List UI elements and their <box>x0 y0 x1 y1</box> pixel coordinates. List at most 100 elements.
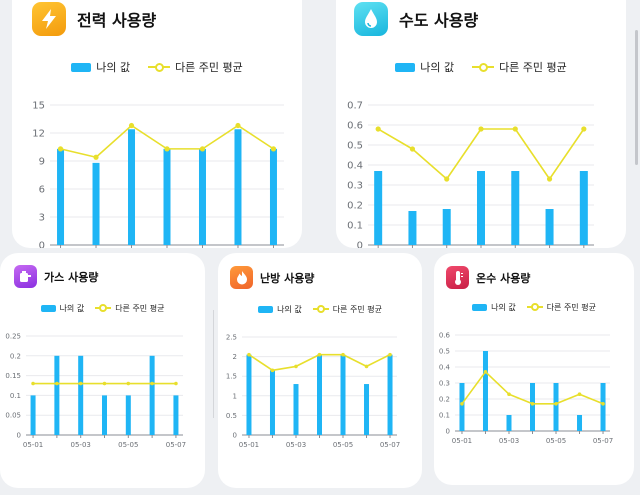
gas-chart-legend: 나의 값 다른 주민 평균 <box>0 301 205 315</box>
x-tick-label: 05-01 <box>239 441 259 449</box>
bar-my-usage <box>577 415 583 431</box>
legend-mine-swatch <box>258 305 274 313</box>
bar-my-usage <box>125 395 131 435</box>
y-tick-label: 2 <box>233 353 237 361</box>
point-neighbor-average <box>507 392 511 396</box>
point-neighbor-average <box>93 154 99 160</box>
hotwater-card-title: 온수 사용량 <box>476 271 531 285</box>
y-tick-label: 1 <box>233 392 237 400</box>
point-neighbor-average <box>577 392 582 396</box>
bar-my-usage <box>553 383 559 431</box>
x-tick-label: 05-01 <box>23 441 43 449</box>
point-neighbor-average <box>235 122 241 129</box>
y-tick-label: 15 <box>32 101 45 112</box>
legend-avg-swatch <box>312 305 329 313</box>
point-neighbor-average <box>444 176 450 182</box>
y-tick-label: 0.5 <box>226 412 237 420</box>
y-tick-label: 0.2 <box>347 201 363 212</box>
point-neighbor-average <box>199 146 206 152</box>
bar-my-usage <box>579 171 588 245</box>
electric-chart-legend: 나의 값 다른 주민 평균 <box>12 59 302 75</box>
bar-my-usage <box>482 351 488 431</box>
legend-mine-swatch <box>40 304 56 312</box>
bar-my-usage <box>387 354 393 435</box>
bar-my-usage <box>511 171 520 245</box>
point-neighbor-average <box>409 146 416 152</box>
point-neighbor-average <box>150 381 154 386</box>
y-tick-label: 0 <box>17 431 21 439</box>
point-neighbor-average <box>375 126 381 132</box>
bar-my-usage <box>269 148 277 245</box>
point-neighbor-average <box>247 352 251 357</box>
x-tick-label: 05-05 <box>333 441 353 449</box>
bar-my-usage <box>149 355 155 435</box>
legend-avg-label: 다른 주민 평균 <box>499 61 567 74</box>
point-neighbor-average <box>530 402 535 406</box>
y-tick-label: 12 <box>32 129 45 140</box>
y-tick-label: 0.7 <box>347 101 363 112</box>
point-neighbor-average <box>341 352 345 357</box>
point-neighbor-average <box>601 402 605 406</box>
point-neighbor-average <box>512 126 518 132</box>
electric-card-title: 전력 사용량 <box>77 11 157 30</box>
column-divider <box>213 310 214 418</box>
legend-avg-swatch <box>472 62 495 72</box>
legend-mine-swatch <box>395 62 416 72</box>
gas-usage-card: 가스 사용량 나의 값 다른 주민 평균 0 0.05 0.1 0.15 0.2 0.25… <box>0 253 205 488</box>
legend-mine-swatch <box>472 303 488 311</box>
water-usage-card: 수도 사용량 나의 값 다른 주민 평균 0 0.1 0.2 0.3 0.4 0.5 0.6… <box>336 0 626 248</box>
point-neighbor-average <box>270 368 275 373</box>
point-neighbor-average <box>31 381 35 386</box>
bar-my-usage <box>545 209 554 245</box>
legend-mine-label: 나의 값 <box>277 304 302 314</box>
bar-my-usage <box>57 148 65 245</box>
point-neighbor-average <box>581 126 587 132</box>
y-tick-label: 6 <box>39 185 45 196</box>
y-tick-label: 0.25 <box>5 332 21 340</box>
point-neighbor-average <box>294 364 298 369</box>
y-tick-label: 9 <box>39 157 45 168</box>
x-tick-label: 05-03 <box>499 437 519 445</box>
gas-usage-chart: 0 0.05 0.1 0.15 0.2 0.25 05-01 05-03 05-05 05-07 <box>0 253 205 488</box>
x-tick-label: 05-07 <box>380 441 400 449</box>
point-neighbor-average <box>57 146 64 152</box>
bar-my-usage <box>102 395 107 435</box>
legend-avg-swatch <box>95 304 112 312</box>
x-tick-label: 05-07 <box>593 437 613 445</box>
electric-card-header: 전력 사용량 <box>32 2 156 36</box>
point-neighbor-average <box>554 402 558 406</box>
y-tick-label: 0 <box>446 427 450 435</box>
electric-usage-card: 전력 사용량 나의 값 다른 주민 평균 0 3 6 9 12 15 <box>12 0 302 248</box>
thermometer-icon <box>446 266 469 289</box>
y-tick-label: 0.4 <box>347 161 363 172</box>
bar-my-usage <box>78 355 84 435</box>
bar-my-usage <box>173 395 179 435</box>
bar-my-usage <box>364 384 370 435</box>
y-tick-label: 0.15 <box>5 372 21 380</box>
point-neighbor-average <box>126 381 131 386</box>
y-tick-label: 0 <box>233 431 237 439</box>
y-tick-label: 0.3 <box>347 181 363 192</box>
legend-avg-swatch <box>148 62 171 72</box>
point-neighbor-average <box>55 381 59 386</box>
bar-my-usage <box>234 129 242 245</box>
bar-my-usage <box>128 129 136 245</box>
y-tick-label: 1.5 <box>226 373 237 381</box>
y-tick-label: 0.1 <box>347 221 363 232</box>
y-tick-label: 0.5 <box>347 141 363 152</box>
hotwater-chart-legend: 나의 값 다른 주민 평균 <box>434 300 634 314</box>
hotwater-card-header: 온수 사용량 <box>446 266 530 289</box>
y-tick-label: 0.2 <box>10 352 21 360</box>
hotwater-usage-chart: 0 0.1 0.2 0.3 0.4 0.5 0.6 05-01 05-03 05-05 05-07 <box>434 253 634 485</box>
y-tick-label: 0.6 <box>347 121 363 132</box>
bar-my-usage <box>340 354 346 435</box>
x-tick-label: 05-05 <box>118 441 138 449</box>
page-scrollbar[interactable] <box>635 30 638 165</box>
legend-avg-label: 다른 주민 평균 <box>546 302 596 312</box>
y-tick-label: 2.5 <box>226 333 237 341</box>
y-tick-label: 3 <box>39 213 45 224</box>
y-tick-label: 0.05 <box>5 412 21 420</box>
heating-usage-chart: 0 0.5 1 1.5 2 2.5 05-01 05-03 05-05 05-07 <box>218 253 422 488</box>
water-chart-legend: 나의 값 다른 주민 평균 <box>336 59 626 75</box>
gas-card-title: 가스 사용량 <box>44 270 99 284</box>
